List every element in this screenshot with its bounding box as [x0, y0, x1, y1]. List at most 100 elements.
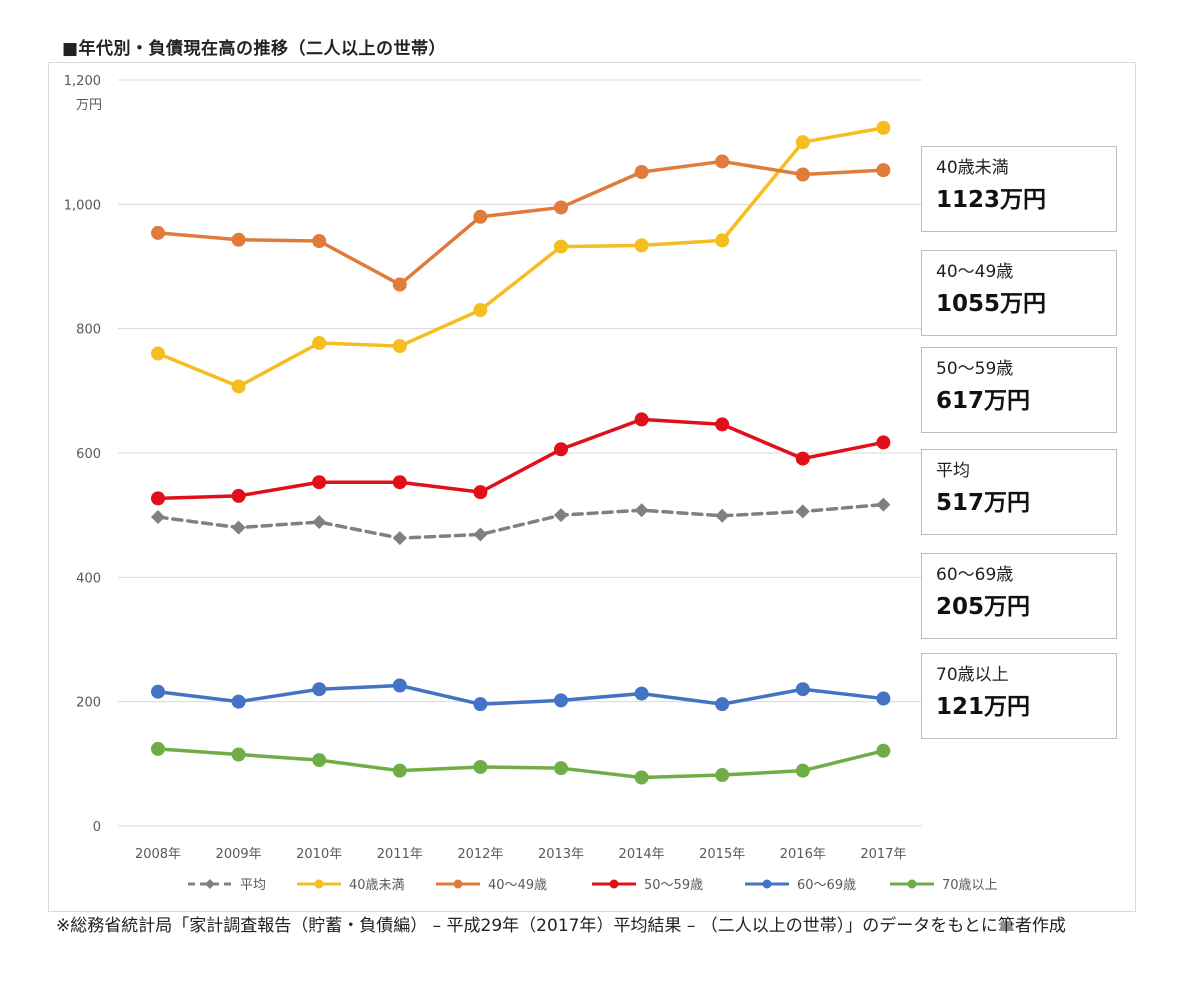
- data-point: [151, 741, 165, 756]
- data-point: [554, 200, 568, 215]
- data-point: [876, 435, 891, 450]
- x-tick-label: 2012年: [457, 847, 503, 862]
- callout-label: 40歳未満: [936, 158, 1009, 178]
- data-point: [312, 234, 327, 249]
- data-point: [231, 488, 246, 503]
- series-line: [156, 502, 886, 540]
- data-point: [876, 120, 891, 135]
- data-point: [231, 747, 246, 762]
- data-point: [392, 277, 407, 292]
- data-point: [634, 238, 649, 253]
- data-point: [151, 491, 165, 506]
- data-point: [634, 770, 649, 785]
- callout-40s: 40～49歳 1055万円: [921, 250, 1117, 336]
- y-tick-label: 800: [76, 323, 101, 338]
- legend-swatch-marker: [762, 879, 772, 889]
- data-point: [795, 451, 810, 466]
- callout-average: 平均 517万円: [921, 449, 1117, 535]
- y-tick-label: 600: [76, 447, 101, 462]
- callout-label: 50～59歳: [936, 359, 1014, 379]
- x-tick-label: 2010年: [296, 847, 342, 862]
- data-point: [312, 753, 327, 768]
- data-point: [554, 442, 568, 457]
- callout-value: 205万円: [936, 594, 1031, 620]
- data-point: [715, 508, 730, 523]
- data-point: [634, 165, 649, 180]
- callout-value: 617万円: [936, 388, 1031, 414]
- x-tick-label: 2016年: [780, 847, 826, 862]
- data-point: [876, 743, 891, 758]
- x-tick-label: 2014年: [619, 847, 665, 862]
- data-point: [715, 417, 730, 432]
- callout-value: 121万円: [936, 694, 1031, 720]
- x-tick-label: 2011年: [377, 847, 423, 862]
- data-point: [795, 682, 810, 697]
- y-tick-label: 0: [93, 820, 101, 835]
- data-point: [312, 515, 327, 530]
- callout-label: 40～49歳: [936, 262, 1014, 282]
- legend-label: 60～69歳: [797, 878, 856, 893]
- data-point: [795, 763, 810, 778]
- data-point: [392, 531, 407, 546]
- callout-under40: 40歳未満 1123万円: [921, 146, 1117, 232]
- data-point: [795, 504, 810, 519]
- x-tick-label: 2008年: [135, 847, 181, 862]
- x-tick-label: 2013年: [538, 847, 584, 862]
- data-point: [312, 475, 327, 490]
- data-point: [634, 503, 649, 518]
- y-tick-label: 1,000: [64, 198, 101, 213]
- data-point: [634, 686, 649, 701]
- data-point: [634, 412, 649, 427]
- data-point: [473, 527, 488, 542]
- data-point: [312, 682, 327, 697]
- legend-swatch-marker: [907, 879, 917, 889]
- callout-label: 平均: [936, 461, 970, 481]
- x-tick-label: 2009年: [216, 847, 262, 862]
- callout-value: 517万円: [936, 490, 1031, 516]
- data-point: [151, 510, 165, 525]
- data-point: [554, 761, 568, 776]
- data-point: [795, 135, 810, 150]
- data-point: [392, 763, 407, 778]
- data-point: [151, 684, 165, 699]
- x-tick-label: 2015年: [699, 847, 745, 862]
- data-point: [151, 346, 165, 361]
- data-point: [876, 691, 891, 706]
- data-point: [715, 154, 730, 169]
- series-line: [156, 747, 886, 780]
- series-line: [156, 159, 886, 287]
- data-point: [473, 759, 488, 774]
- data-point: [473, 303, 488, 318]
- data-point: [876, 497, 891, 512]
- callout-label: 60～69歳: [936, 565, 1014, 585]
- data-point: [231, 379, 246, 394]
- callout-50s: 50～59歳 617万円: [921, 347, 1117, 433]
- data-point: [231, 520, 246, 535]
- data-point: [473, 485, 488, 500]
- data-point: [392, 678, 407, 693]
- callout-value: 1123万円: [936, 187, 1047, 213]
- data-point: [715, 697, 730, 712]
- data-point: [876, 163, 891, 178]
- series-line: [156, 126, 886, 389]
- data-point: [473, 209, 488, 224]
- data-point: [231, 694, 246, 709]
- callout-60s: 60～69歳 205万円: [921, 553, 1117, 639]
- callout-label: 70歳以上: [936, 665, 1009, 685]
- x-tick-label: 2017年: [860, 847, 906, 862]
- legend-label: 50～59歳: [644, 878, 703, 893]
- data-point: [554, 508, 568, 523]
- data-point: [312, 335, 327, 350]
- data-point: [231, 232, 246, 247]
- y-tick-label: 400: [76, 571, 101, 586]
- data-point: [473, 697, 488, 712]
- y-tick-label: 1,200: [64, 74, 101, 89]
- legend-label: 40～49歳: [488, 878, 547, 893]
- data-point: [554, 693, 568, 708]
- data-point: [795, 167, 810, 182]
- legend-swatch-marker: [205, 879, 215, 889]
- data-point: [715, 768, 730, 783]
- data-point: [715, 233, 730, 248]
- legend-label: 70歳以上: [942, 878, 998, 893]
